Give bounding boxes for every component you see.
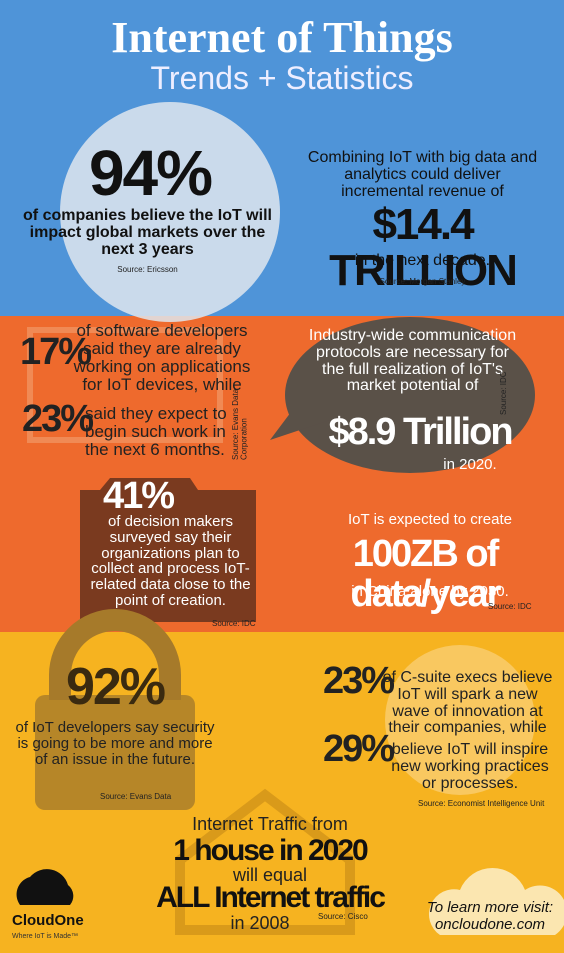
source: Source: Evans Data [100, 792, 172, 801]
stat-text: of IoT developers say security is going … [15, 719, 215, 768]
source: Source: Morgan Stanley [379, 277, 466, 286]
stat-text: Internet Traffic from [192, 814, 348, 834]
house-icon [175, 788, 355, 935]
source: Source: IDC [499, 371, 508, 415]
source: Source: Cisco [318, 912, 368, 921]
logo-text: CloudOne [12, 912, 84, 929]
lightbulb [385, 645, 535, 795]
bubble-tail [270, 400, 330, 440]
stat-text: of C-suite execs believe IoT will spark … [382, 669, 553, 737]
source: Source: Evans Data Corporation [231, 388, 249, 460]
stat-text: of companies believe the IoT will impact… [23, 207, 272, 258]
tagline: Where IoT is Made™ [12, 933, 79, 940]
stat-text: Industry-wide communication protocols ar… [308, 327, 517, 395]
source: Source: Economist Intelligence Unit [418, 799, 545, 808]
stat-text: IoT is expected to create [348, 511, 512, 528]
stat-text: in 2020. [443, 456, 497, 473]
stat-text: said they expect to begin such work in t… [85, 404, 227, 459]
stat-number: $14.4 TRILLION [329, 200, 518, 296]
stat-number: 29% [323, 728, 395, 770]
cloud-icon [428, 868, 564, 935]
stat-number: 23% [22, 398, 94, 440]
speech-bubble [285, 317, 535, 473]
source: Source: IDC [488, 602, 532, 611]
stat-text: ALL Internet traffic [156, 881, 386, 914]
lock-shackle [49, 609, 181, 700]
stat-text: believe IoT will inspire new working pra… [391, 741, 549, 792]
stat-text: in China alone by 2030. [351, 583, 509, 600]
stat-number: 23% [323, 660, 395, 702]
stat-number: 100ZB of data/year [350, 533, 502, 615]
stat-number: $8.9 Trillion [328, 411, 513, 453]
cta: To learn more visit: [426, 899, 554, 916]
stat-text: in the next decade. [354, 252, 491, 269]
stat-text: in 2008 [230, 913, 290, 933]
cloudone-logo [16, 869, 74, 905]
source: Source: IDC [212, 619, 256, 628]
stat-number: 92% [65, 658, 166, 716]
stat-text: Combining IoT with big data and analytic… [307, 149, 538, 200]
stat-number: 17% [20, 331, 92, 373]
chip-icon [27, 327, 223, 443]
stat-text: will equal [232, 865, 308, 885]
lock-body [35, 695, 195, 810]
stat-text: of decision makers surveyed say their or… [90, 513, 251, 609]
source: Source: Ericsson [117, 265, 178, 274]
link[interactable]: oncloudone.com [434, 916, 546, 933]
stat-number: 41% [103, 475, 175, 517]
subtitle: Trends + Statistics [150, 60, 414, 96]
title: Internet of Things [111, 13, 453, 62]
folder [80, 478, 256, 622]
stat-number: 94% [88, 137, 213, 209]
stat-number: 1 house in 2020 [173, 834, 368, 867]
globe [60, 102, 280, 322]
stat-text: of software developers said they are alr… [73, 321, 251, 394]
